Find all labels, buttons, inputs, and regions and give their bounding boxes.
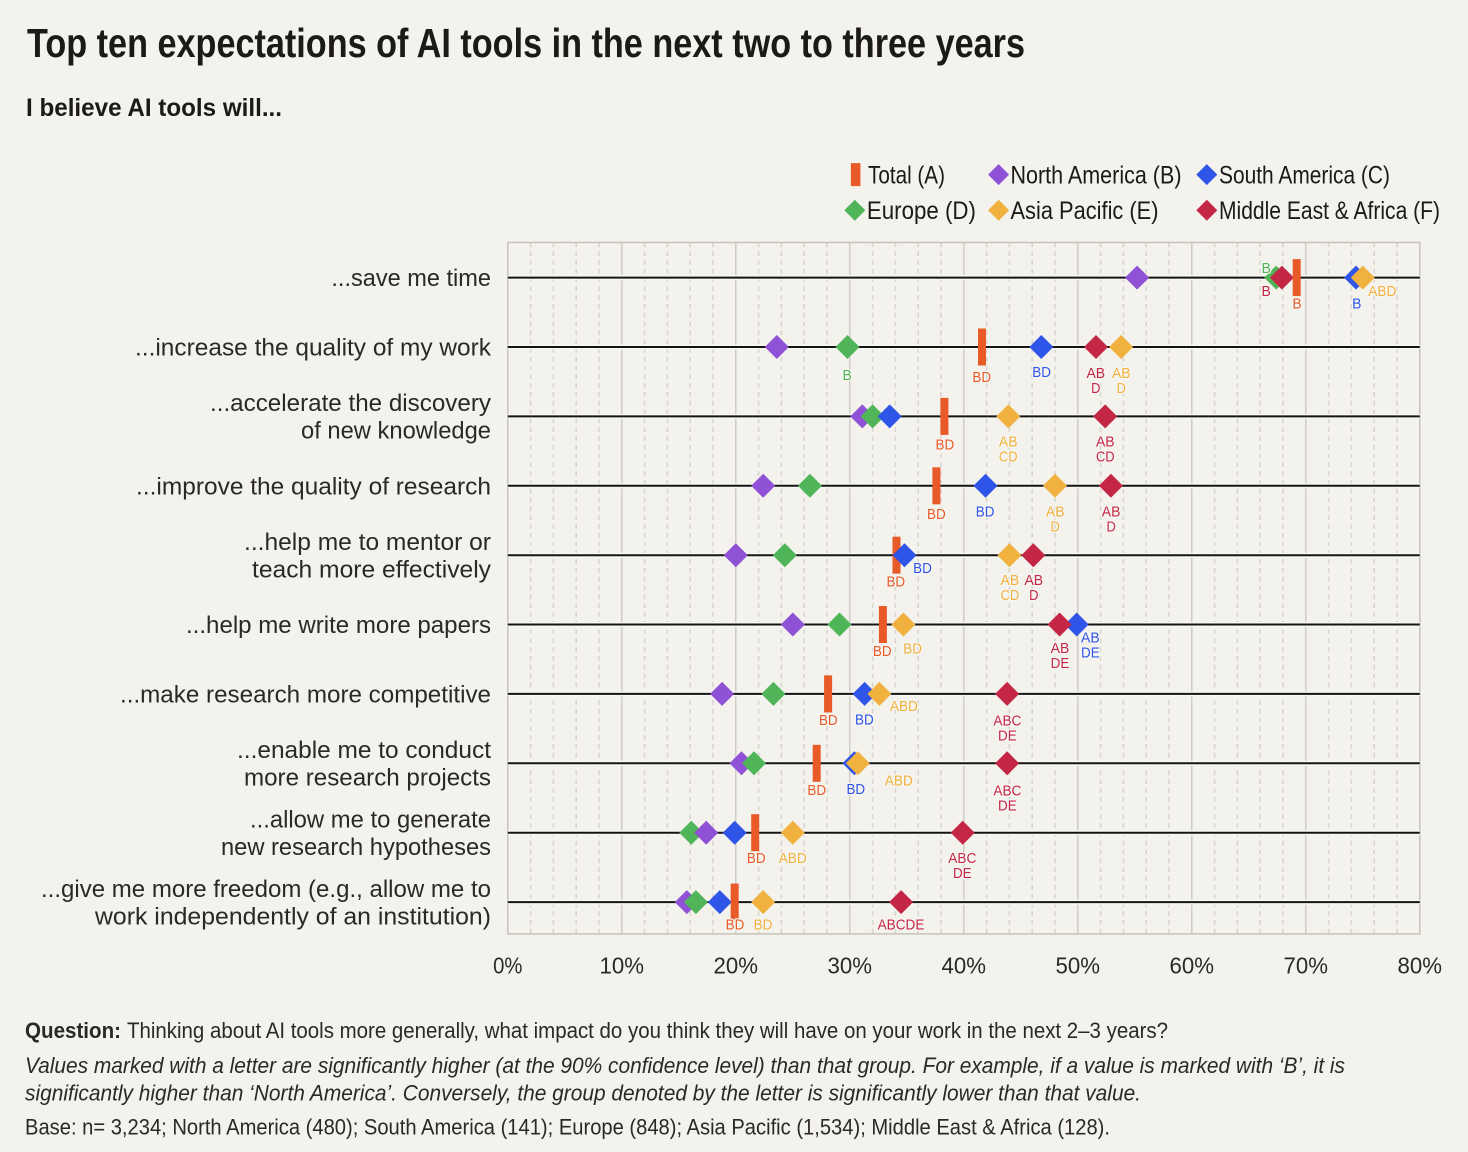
svg-text:AB: AB [1112, 365, 1131, 382]
svg-text:BD: BD [913, 560, 932, 577]
svg-text:AB: AB [1051, 640, 1070, 657]
svg-text:DE: DE [1051, 655, 1070, 672]
svg-text:BD: BD [726, 917, 745, 934]
svg-text:...help me to mentor or: ...help me to mentor or [244, 529, 491, 556]
svg-text:new research hypotheses: new research hypotheses [221, 834, 491, 861]
svg-text:BD: BD [754, 917, 773, 934]
svg-text:...increase the quality of my: ...increase the quality of my work [135, 335, 492, 362]
svg-text:D: D [1117, 380, 1126, 397]
svg-text:Asia Pacific (E): Asia Pacific (E) [1011, 197, 1159, 225]
svg-text:...allow me to generate: ...allow me to generate [250, 807, 491, 834]
svg-text:Thinking about AI tools more g: Thinking about AI tools more generally, … [127, 1018, 1168, 1043]
svg-text:70%: 70% [1284, 952, 1329, 978]
svg-text:10%: 10% [600, 952, 645, 978]
svg-text:DE: DE [998, 728, 1017, 745]
svg-text:ABC: ABC [993, 713, 1021, 730]
svg-text:DE: DE [953, 865, 972, 882]
svg-text:D: D [1091, 380, 1100, 397]
svg-text:significantly higher than ‘Nor: significantly higher than ‘North America… [25, 1080, 1141, 1105]
svg-text:AB: AB [1046, 504, 1065, 521]
svg-text:of new knowledge: of new knowledge [301, 418, 491, 445]
svg-text:more research projects: more research projects [244, 765, 491, 792]
svg-text:30%: 30% [828, 952, 873, 978]
svg-text:BD: BD [819, 712, 838, 729]
svg-text:ABD: ABD [779, 850, 807, 867]
svg-text:ABD: ABD [885, 772, 913, 789]
svg-text:BD: BD [972, 369, 991, 386]
svg-text:BD: BD [976, 503, 995, 520]
svg-text:BD: BD [903, 640, 922, 657]
svg-text:20%: 20% [714, 952, 759, 978]
svg-text:ABD: ABD [1368, 283, 1396, 300]
svg-text:DE: DE [998, 798, 1017, 815]
svg-text:CD: CD [999, 449, 1018, 466]
svg-text:AB: AB [1024, 572, 1043, 589]
svg-text:I believe AI tools will...: I believe AI tools will... [26, 94, 282, 122]
svg-text:...make research more competit: ...make research more competitive [120, 681, 491, 708]
svg-text:BD: BD [1032, 364, 1051, 381]
svg-text:D: D [1051, 519, 1060, 536]
svg-text:ABC: ABC [993, 783, 1021, 800]
svg-text:Question:: Question: [25, 1018, 121, 1043]
svg-text:BD: BD [747, 850, 766, 867]
svg-text:...help me write more papers: ...help me write more papers [186, 612, 491, 639]
svg-text:DE: DE [1081, 645, 1100, 662]
svg-text:D: D [1029, 587, 1038, 604]
svg-text:BD: BD [846, 781, 865, 798]
svg-text:Top ten expectations of AI too: Top ten expectations of AI tools in the … [27, 20, 1025, 66]
svg-text:BD: BD [936, 436, 955, 453]
svg-text:BD: BD [886, 574, 905, 591]
svg-text:AB: AB [1102, 504, 1121, 521]
svg-text:B: B [1352, 296, 1361, 313]
svg-text:Middle East & Africa (F): Middle East & Africa (F) [1219, 197, 1440, 225]
svg-text:BD: BD [927, 506, 946, 523]
svg-text:50%: 50% [1056, 952, 1101, 978]
svg-text:Base: n= 3,234; North America: Base: n= 3,234; North America (480); Sou… [25, 1115, 1110, 1140]
svg-text:Total (A): Total (A) [868, 162, 945, 190]
svg-text:...accelerate the discovery: ...accelerate the discovery [210, 390, 491, 417]
svg-text:...give me more freedom (e.g.,: ...give me more freedom (e.g., allow me … [41, 876, 491, 903]
svg-text:BD: BD [807, 782, 826, 799]
svg-text:...enable me to conduct: ...enable me to conduct [237, 737, 491, 764]
svg-text:ABCDE: ABCDE [878, 917, 925, 934]
svg-text:...improve the quality of rese: ...improve the quality of research [136, 473, 491, 500]
svg-text:...save me time: ...save me time [331, 265, 491, 292]
svg-text:AB: AB [999, 434, 1018, 451]
svg-text:Values marked with a letter ar: Values marked with a letter are signific… [25, 1053, 1345, 1078]
svg-text:80%: 80% [1398, 952, 1443, 978]
svg-text:teach more effectively: teach more effectively [252, 556, 491, 583]
svg-text:D: D [1106, 519, 1115, 536]
svg-text:work independently of an insti: work independently of an institution) [94, 903, 491, 930]
svg-text:AB: AB [1081, 630, 1100, 647]
svg-text:ABC: ABC [948, 850, 976, 867]
svg-text:B: B [1262, 260, 1271, 277]
svg-text:AB: AB [1001, 572, 1020, 589]
svg-text:Europe (D): Europe (D) [867, 197, 976, 225]
svg-text:ABD: ABD [890, 698, 918, 715]
svg-text:South America (C): South America (C) [1219, 162, 1390, 190]
svg-text:40%: 40% [942, 952, 987, 978]
svg-text:60%: 60% [1170, 952, 1215, 978]
svg-text:CD: CD [1001, 587, 1020, 604]
svg-text:AB: AB [1096, 434, 1115, 451]
svg-text:CD: CD [1096, 449, 1115, 466]
svg-text:B: B [842, 367, 851, 384]
svg-text:B: B [1262, 283, 1271, 300]
svg-text:AB: AB [1086, 365, 1105, 382]
svg-text:BD: BD [855, 711, 874, 728]
svg-text:0%: 0% [493, 952, 522, 978]
svg-text:B: B [1292, 296, 1301, 313]
svg-text:BD: BD [873, 643, 892, 660]
svg-text:North America (B): North America (B) [1011, 162, 1182, 190]
